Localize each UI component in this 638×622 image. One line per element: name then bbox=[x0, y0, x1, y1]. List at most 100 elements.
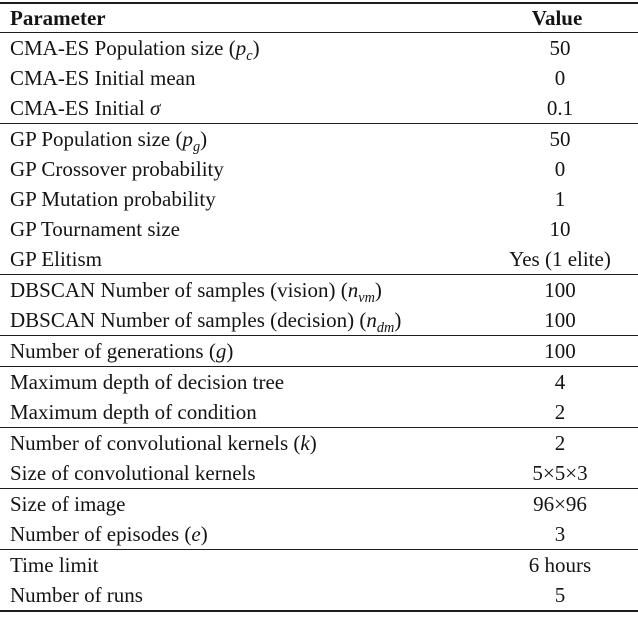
table-row: GP Elitism Yes (1 elite) bbox=[0, 244, 638, 275]
parameter-cell: CMA-ES Initial σ bbox=[0, 93, 482, 124]
parameter-label: GP Crossover probability bbox=[10, 156, 224, 181]
parameter-label: GP Mutation probability bbox=[10, 186, 216, 211]
value-cell: 5 bbox=[554, 582, 566, 607]
value-cell: 50 bbox=[549, 35, 571, 60]
parameter-cell: GP Mutation probability bbox=[0, 184, 482, 214]
math-variable: k bbox=[300, 430, 310, 455]
header-parameter: Parameter bbox=[0, 3, 482, 33]
table-row: Number of episodes (e) 3 bbox=[0, 519, 638, 550]
parameter-label: CMA-ES Initial mean bbox=[10, 65, 196, 90]
parameter-cell: GP Population size (pg) bbox=[0, 123, 482, 154]
table-row: Maximum depth of decision tree 4 bbox=[0, 366, 638, 397]
close-paren: ) bbox=[394, 307, 402, 332]
value-cell: 1 bbox=[554, 186, 566, 211]
parameter-label: Maximum depth of decision tree bbox=[10, 369, 285, 394]
value-cell: 100 bbox=[544, 307, 576, 332]
table-row: Maximum depth of condition 2 bbox=[0, 397, 638, 428]
parameter-label: GP Population size ( bbox=[10, 126, 183, 151]
close-paren: ) bbox=[226, 338, 234, 363]
table-row: CMA-ES Initial mean 0 bbox=[0, 63, 638, 93]
math-subscript: vm bbox=[358, 289, 375, 305]
math-variable: n bbox=[366, 307, 377, 332]
close-paren: ) bbox=[200, 126, 208, 151]
header-row: Parameter Value bbox=[0, 3, 638, 33]
parameter-cell: Time limit bbox=[0, 549, 482, 580]
table-row: GP Population size (pg) 50 bbox=[0, 123, 638, 154]
table-header: Parameter Value bbox=[0, 3, 638, 33]
table-row: DBSCAN Number of samples (decision) (ndm… bbox=[0, 305, 638, 336]
parameter-cell: Size of convolutional kernels bbox=[0, 458, 482, 489]
parameter-cell: DBSCAN Number of samples (decision) (ndm… bbox=[0, 305, 482, 336]
value-cell: 0.1 bbox=[546, 95, 574, 120]
table-row: Number of convolutional kernels (k) 2 bbox=[0, 427, 638, 458]
table-row: CMA-ES Initial σ 0.1 bbox=[0, 93, 638, 124]
parameter-label: Number of episodes ( bbox=[10, 521, 192, 546]
math-variable: n bbox=[347, 277, 359, 302]
parameter-cell: DBSCAN Number of samples (vision) (nvm) bbox=[0, 274, 482, 305]
parameter-cell: Size of image bbox=[0, 488, 482, 519]
parameter-label: GP Elitism bbox=[10, 246, 102, 271]
value-cell: 2 bbox=[482, 427, 638, 458]
math-subscript: dm bbox=[376, 319, 395, 336]
close-paren: ) bbox=[309, 430, 317, 455]
parameter-cell: Number of convolutional kernels (k) bbox=[0, 427, 482, 458]
close-paren: ) bbox=[252, 35, 260, 60]
value-cell: 100 bbox=[482, 274, 638, 305]
parameter-label: Number of generations ( bbox=[10, 338, 216, 363]
math-subscript: c bbox=[246, 47, 253, 63]
math-subscript: g bbox=[192, 138, 201, 154]
table-row: GP Crossover probability 0 bbox=[0, 154, 638, 184]
math-variable: p bbox=[235, 35, 247, 60]
parameter-label: CMA-ES Population size ( bbox=[10, 35, 236, 60]
value-cell: 0 bbox=[554, 156, 566, 181]
parameter-cell: Maximum depth of condition bbox=[0, 397, 482, 428]
parameter-cell: GP Tournament size bbox=[0, 214, 482, 244]
parameter-cell: Number of generations (g) bbox=[0, 335, 482, 367]
table-row: Number of runs 5 bbox=[0, 580, 638, 611]
value-cell: 3 bbox=[554, 521, 566, 546]
table-row: GP Tournament size 10 bbox=[0, 214, 638, 244]
value-cell: 96×96 bbox=[482, 488, 638, 519]
parameter-cell: CMA-ES Population size (pc) bbox=[0, 33, 482, 64]
value-cell: 6 hours bbox=[482, 549, 638, 580]
table-row: GP Mutation probability 1 bbox=[0, 184, 638, 214]
parameter-label: Number of convolutional kernels ( bbox=[10, 430, 301, 455]
value-cell: 10 bbox=[549, 216, 571, 241]
parameter-label: DBSCAN Number of samples (vision) ( bbox=[10, 277, 348, 302]
parameter-label: Size of image bbox=[10, 491, 126, 516]
parameter-label: CMA-ES Initial bbox=[10, 95, 150, 120]
value-cell: 5×5×3 bbox=[532, 460, 588, 485]
value-cell: Yes (1 elite) bbox=[509, 246, 611, 271]
table-row: Number of generations (g) 100 bbox=[0, 335, 638, 367]
table-body: CMA-ES Population size (pc) 50 CMA-ES In… bbox=[0, 33, 638, 612]
value-cell: 0 bbox=[554, 65, 566, 90]
parameter-label: Time limit bbox=[10, 552, 99, 577]
parameter-cell: Maximum depth of decision tree bbox=[0, 366, 482, 397]
value-cell: 100 bbox=[482, 335, 638, 367]
math-variable: σ bbox=[150, 95, 161, 120]
parameter-label: DBSCAN Number of samples (decision) ( bbox=[10, 307, 367, 332]
table-row: Size of convolutional kernels 5×5×3 bbox=[0, 458, 638, 489]
parameter-label: Maximum depth of condition bbox=[10, 399, 257, 424]
table-row: Time limit 6 hours bbox=[0, 549, 638, 580]
header-value: Value bbox=[482, 3, 638, 33]
table-row: CMA-ES Population size (pc) 50 bbox=[0, 33, 638, 64]
parameter-label: Number of runs bbox=[10, 582, 143, 607]
close-paren: ) bbox=[200, 521, 208, 546]
parameter-cell: GP Crossover probability bbox=[0, 154, 482, 184]
parameter-cell: CMA-ES Initial mean bbox=[0, 63, 482, 93]
close-paren: ) bbox=[374, 277, 382, 302]
math-variable: e bbox=[191, 521, 201, 546]
math-variable: g bbox=[215, 338, 227, 363]
parameter-cell: Number of runs bbox=[0, 580, 482, 611]
table-row: DBSCAN Number of samples (vision) (nvm) … bbox=[0, 274, 638, 305]
value-cell: 50 bbox=[482, 123, 638, 154]
value-cell: 2 bbox=[554, 399, 566, 424]
parameter-label: GP Tournament size bbox=[10, 216, 180, 241]
table-row: Size of image 96×96 bbox=[0, 488, 638, 519]
parameter-cell: Number of episodes (e) bbox=[0, 519, 482, 550]
math-variable: p bbox=[182, 126, 193, 151]
value-cell: 4 bbox=[482, 366, 638, 397]
parameter-cell: GP Elitism bbox=[0, 244, 482, 275]
